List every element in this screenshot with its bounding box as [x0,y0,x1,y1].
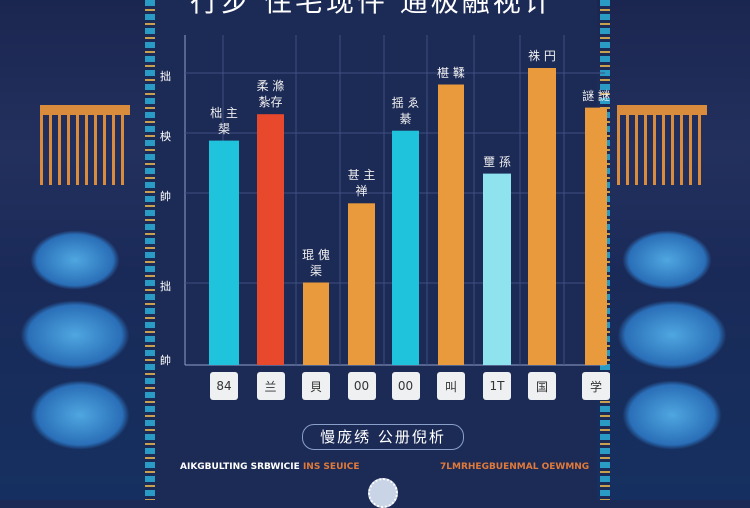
y-tick-label: 拙 [160,70,171,83]
y-tick-label: 帥 [160,354,171,367]
bar [303,282,329,365]
bar [209,140,239,365]
category-label: 貝 [302,372,330,400]
bar [257,114,284,365]
leaf-illustration [20,300,130,370]
bar-data-label: 柔 滌 紮存 [256,79,285,110]
left-decorative-panel [0,0,155,500]
y-tick-label: 帥 [160,190,171,203]
bar-data-label: 壐 孫 [483,154,511,169]
temple-illustration [617,105,707,185]
category-label: 国 [528,372,556,400]
bar-data-label: 琨 傀 渠 [302,247,330,278]
leaf-illustration [622,380,722,450]
leaf-illustration [617,300,727,370]
category-label: 00 [347,372,376,400]
chart-title: 行步 住宅现件 通极融视计 [190,0,555,18]
y-tick-label: 柍 [160,130,171,143]
footer-right-text: 7LMRHEGBUENMAL OEWMNG [440,462,590,472]
bar-data-label: 揺 ゑ 綦 [391,95,420,126]
category-label: 00 [391,372,420,400]
category-label: 兰 [256,372,285,400]
right-decorative-panel [597,0,750,500]
category-label: 1T [483,372,511,400]
bar [483,173,511,365]
bar [585,107,607,365]
footer-left-main: AIKGBULTING SRBWICIE [180,462,300,472]
bar [528,68,556,365]
bar-data-label: 椹 鞣 [437,65,465,80]
bar-data-label: 祩 円 [528,49,556,63]
bar [438,84,464,365]
category-label: 叫 [437,372,465,400]
bar-data-label: 甚 主 禅 [347,168,376,199]
leaf-illustration [30,230,120,290]
bar [392,130,419,365]
category-label: 学 [582,372,610,400]
footer-left-text: AIKGBULTING SRBWICIE INS SEUICE [180,462,359,472]
leaf-illustration [30,380,130,450]
footer-left-accent: INS SEUICE [302,462,360,472]
border-stripe [145,0,155,500]
bar [348,203,375,365]
temple-illustration [40,105,130,185]
bar-data-label: 柮 主 槼 [210,105,238,136]
y-tick-label: 拙 [160,280,171,293]
emblem-logo [368,478,398,508]
subtitle-badge: 慢庞绣 公册倪析 [302,424,464,450]
category-label: 84 [210,372,238,400]
leaf-illustration [622,230,712,290]
bar-data-label: 謎 謎 [582,88,610,103]
